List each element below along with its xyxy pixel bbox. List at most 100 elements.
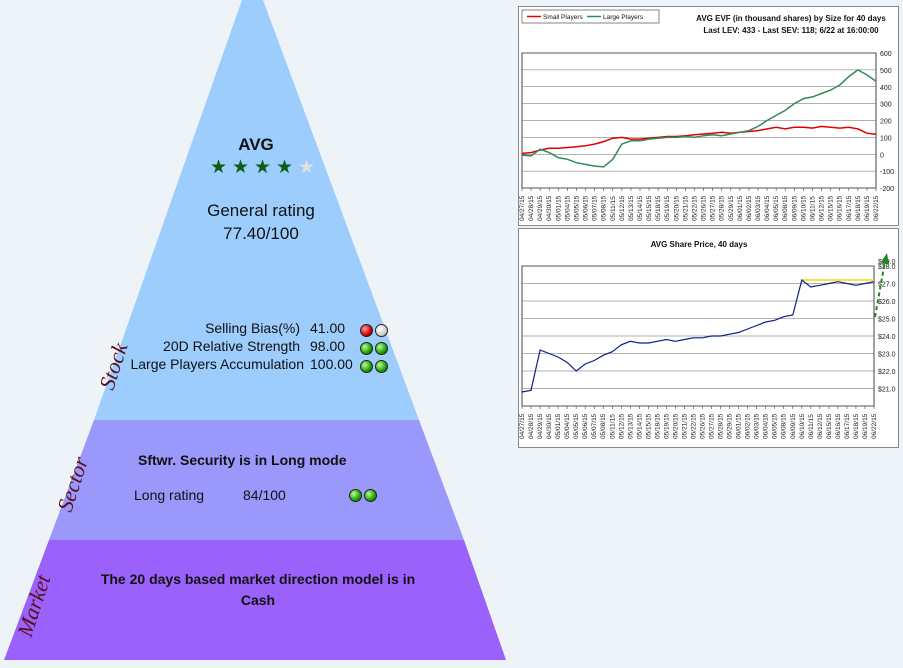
y-tick-label: $28.0 xyxy=(878,264,896,271)
y-tick-label: 300 xyxy=(880,102,892,109)
x-tick-label: 04/28/15 xyxy=(528,413,535,439)
x-tick-label: 05/22/15 xyxy=(690,413,697,439)
x-tick-label: 06/18/15 xyxy=(853,413,860,439)
x-tick-label: 05/20/15 xyxy=(672,413,679,439)
star-filled-icon: ★ xyxy=(232,157,250,178)
x-tick-label: 06/17/15 xyxy=(844,413,851,439)
x-tick-label: 05/01/15 xyxy=(555,413,562,439)
y-tick-label: 500 xyxy=(880,68,892,75)
star-filled-icon: ★ xyxy=(210,157,228,178)
market-line-1: The 20 days based market direction model… xyxy=(100,571,416,587)
status-dot-green xyxy=(375,341,388,355)
x-tick-label: 06/15/15 xyxy=(826,413,833,439)
x-tick-label: 05/27/15 xyxy=(710,195,717,221)
x-tick-label: 05/06/15 xyxy=(582,413,589,439)
evf-chart: 600 500 400 300 200 100 0 -100 -200 04/27/15 04/28… xyxy=(518,6,899,226)
x-tick-label: 06/03/15 xyxy=(754,413,761,439)
star-filled-icon: ★ xyxy=(276,157,294,178)
trend-arrow xyxy=(874,260,886,318)
y-tick-label: $23.0 xyxy=(878,352,896,359)
x-tick-label: 05/20/15 xyxy=(673,195,680,221)
sector-dots xyxy=(347,487,377,505)
x-tick-label: 06/05/15 xyxy=(773,195,780,221)
x-tick-label: 04/28/15 xyxy=(528,195,535,221)
trend-arrowhead-icon xyxy=(881,253,889,265)
x-tick-label: 05/28/15 xyxy=(719,195,726,221)
x-tick-label: 05/15/15 xyxy=(645,413,652,439)
y-tick-label: 200 xyxy=(880,119,892,126)
x-tick-label: 05/15/15 xyxy=(646,195,653,221)
y-tick-label: 400 xyxy=(880,85,892,92)
x-tick-label: 06/08/15 xyxy=(781,413,788,439)
x-tick-label: 05/01/15 xyxy=(555,195,562,221)
x-tick-label: 06/22/15 xyxy=(871,413,878,439)
metric-label-relative-strength: 20D Relative Strength xyxy=(163,338,300,354)
sector-layer xyxy=(49,420,464,540)
status-dot-green xyxy=(360,359,373,373)
x-tick-label: 06/11/15 xyxy=(809,196,816,221)
metric-dots-selling-bias xyxy=(358,321,388,337)
y-tick-label: -200 xyxy=(880,186,894,193)
x-tick-label: 05/21/15 xyxy=(682,195,689,221)
price-line xyxy=(521,278,875,393)
x-tick-label: 05/04/15 xyxy=(564,413,571,439)
metric-dots-large-players xyxy=(358,357,388,373)
y-tick-label: $24.0 xyxy=(878,334,896,341)
status-dot-grey xyxy=(375,323,388,337)
sector-title: Sftwr. Security is in Long mode xyxy=(138,452,347,468)
x-tick-label: 04/30/15 xyxy=(546,413,553,439)
stock-layer xyxy=(94,0,419,420)
status-dot-red xyxy=(360,323,373,337)
x-tick-label: 06/04/15 xyxy=(763,413,770,439)
x-tick-label: 05/26/15 xyxy=(701,195,708,221)
price-chart: $28.0 $27.0 $26.0 $25.0 $24.0 $23.0 $22.0 $21.0… xyxy=(518,228,899,448)
chart-title: AVG EVF (in thousand shares) by Size for… xyxy=(696,14,886,23)
y-tick-label: -100 xyxy=(880,169,894,176)
x-tick-label: 04/29/15 xyxy=(537,413,544,439)
x-tick-label: 06/08/15 xyxy=(782,195,789,221)
metric-label-selling-bias: Selling Bias(%) xyxy=(205,320,300,336)
x-tick-label: 06/16/15 xyxy=(837,195,844,221)
x-tick-label: 05/26/15 xyxy=(700,413,707,439)
status-dot-green xyxy=(360,341,373,355)
metric-dots-relative-strength xyxy=(358,339,388,355)
x-tick-label: 05/08/15 xyxy=(601,195,608,221)
general-rating-value: 77.40/100 xyxy=(223,224,299,243)
y-tick-label: $26.0 xyxy=(878,299,896,306)
large-players-line xyxy=(521,69,877,168)
metric-value-large-players: 100.00 xyxy=(310,356,353,372)
x-tick-label: 05/13/15 xyxy=(628,195,635,221)
x-tick-label: 06/05/15 xyxy=(772,413,779,439)
x-tick-label: 05/11/15 xyxy=(610,196,617,221)
legend-label: Large Players xyxy=(603,14,644,21)
status-dot-green xyxy=(349,489,362,503)
sector-rating-value: 84/100 xyxy=(243,487,286,503)
x-tick-label: 06/12/15 xyxy=(819,195,826,221)
x-tick-label: 05/18/15 xyxy=(655,195,662,221)
y-tick-label: $21.0 xyxy=(878,387,896,394)
x-tick-label: 05/12/15 xyxy=(618,413,625,439)
x-tick-label: 05/07/15 xyxy=(591,413,598,439)
x-tick-label: 05/18/15 xyxy=(654,413,661,439)
y-tick-label: $22.0 xyxy=(878,369,896,376)
x-tick-label: 04/27/15 xyxy=(519,413,526,439)
y-tick-label: 100 xyxy=(880,135,892,142)
x-tick-label: 06/10/15 xyxy=(800,195,807,221)
price-chart-svg: $28.0 $27.0 $26.0 $25.0 $24.0 $23.0 $22.0 $21.0… xyxy=(519,240,896,439)
y-tick-label: 0 xyxy=(880,152,884,159)
y-tick-label: 600 xyxy=(880,51,892,58)
x-tick-label: 06/19/15 xyxy=(864,195,871,221)
x-tick-label: 05/05/15 xyxy=(573,195,580,221)
x-tick-label: 05/07/15 xyxy=(592,195,599,221)
x-tick-label: 06/02/15 xyxy=(746,195,753,221)
star-rating: ★ ★ ★ ★ ★ xyxy=(210,156,320,178)
x-tick-label: 05/22/15 xyxy=(691,195,698,221)
small-players-line xyxy=(521,125,877,155)
x-tick-label: 05/29/15 xyxy=(728,195,735,221)
x-tick-label: 06/12/15 xyxy=(817,413,824,439)
x-tick-label: 06/01/15 xyxy=(736,413,743,439)
sector-rating-label: Long rating xyxy=(134,487,205,503)
x-tick-label: 05/27/15 xyxy=(709,413,716,439)
chart-title: AVG Share Price, 40 days xyxy=(651,240,748,249)
